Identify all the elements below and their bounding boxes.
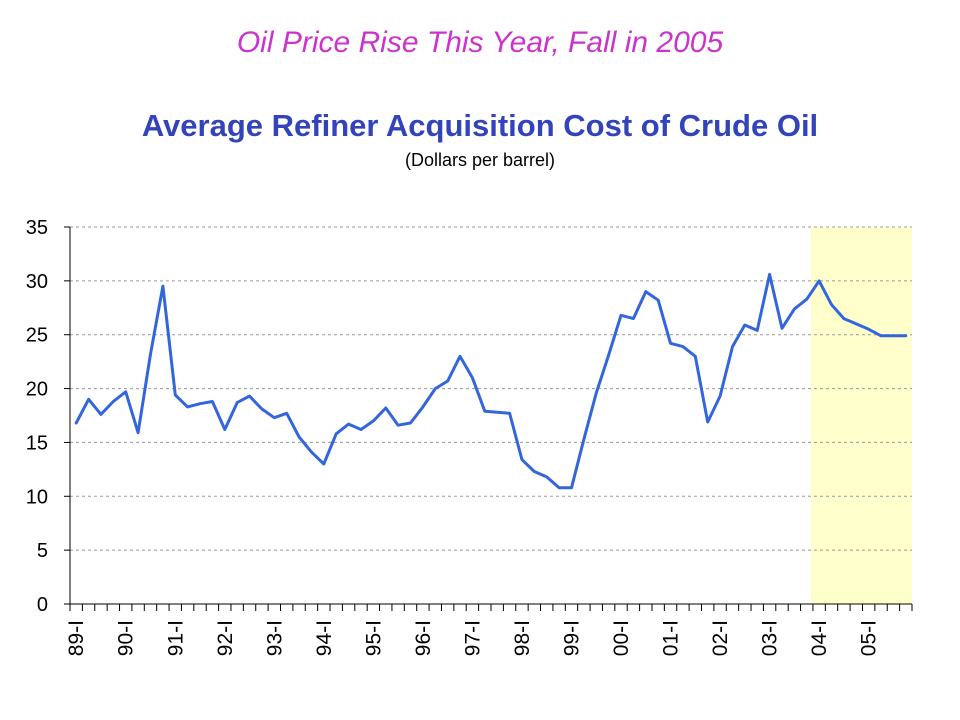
forecast-shading (810, 227, 912, 604)
x-tick-label: 96-I (412, 620, 435, 656)
y-tick-label: 0 (37, 594, 48, 616)
x-tick-label: 03-I (759, 620, 782, 656)
x-tick-label: 00-I (610, 620, 633, 656)
x-tick-label: 98-I (511, 620, 534, 656)
chart-title: Average Refiner Acquisition Cost of Crud… (141, 108, 819, 143)
y-tick-label: 10 (26, 486, 48, 508)
y-tick-label: 30 (26, 271, 48, 293)
x-tick-label: 93-I (263, 620, 286, 656)
x-tick-label: 97-I (461, 620, 484, 656)
y-tick-label: 25 (26, 325, 48, 347)
x-tick-label: 04-I (808, 620, 831, 656)
x-tick-label: 89-I (65, 620, 88, 656)
x-tick-label: 95-I (362, 620, 385, 656)
x-tick-label: 90-I (115, 620, 138, 656)
chart-subtitle: (Dollars per barrel) (404, 150, 556, 170)
y-tick-label: 5 (37, 540, 48, 562)
series-line (74, 272, 908, 490)
x-tick-label: 92-I (214, 620, 237, 656)
x-tick-label: 91-I (164, 620, 187, 656)
y-tick-label: 35 (26, 217, 48, 239)
y-tick-label: 20 (26, 379, 48, 401)
y-tick-label: 15 (26, 432, 48, 454)
slide-headline: Oil Price Rise This Year, Fall in 2005 (236, 26, 724, 59)
x-tick-label: 01-I (660, 620, 683, 656)
x-tick-label: 99-I (560, 620, 583, 656)
x-tick-label: 02-I (709, 620, 732, 656)
x-tick-label: 05-I (858, 620, 881, 656)
x-tick-label: 94-I (313, 620, 336, 656)
